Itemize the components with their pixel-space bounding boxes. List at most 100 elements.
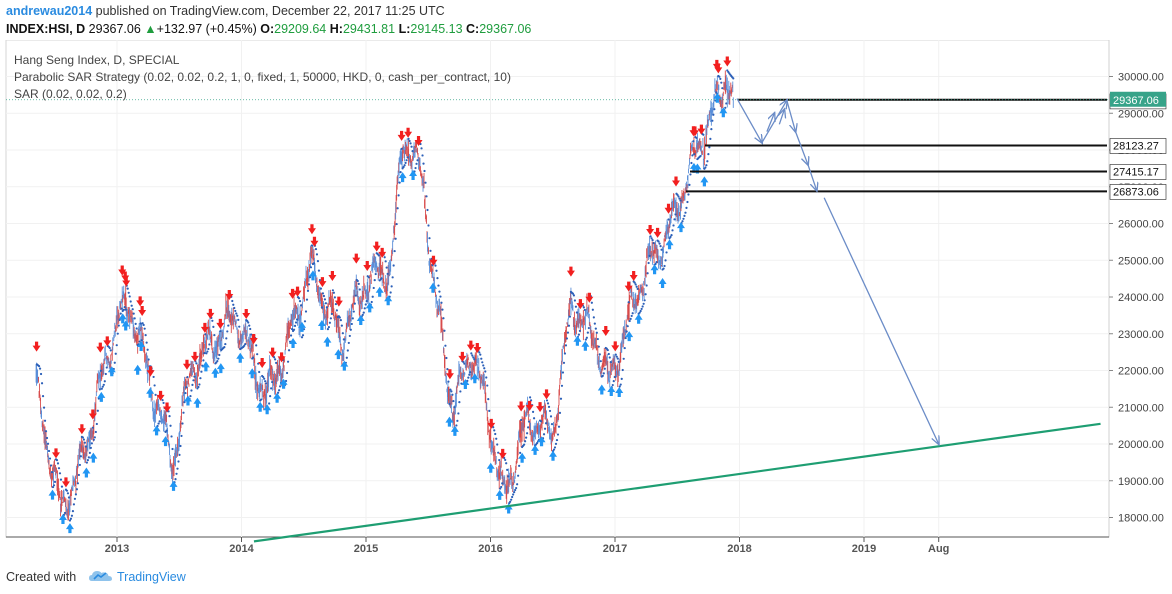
sar-dot <box>77 473 81 477</box>
sar-dot <box>640 307 643 311</box>
sar-dot <box>71 510 75 513</box>
short-entry-arrow-icon <box>672 176 681 187</box>
sar-dot <box>630 314 633 318</box>
tradingview-link[interactable]: TradingView <box>117 570 186 584</box>
legend-sar: SAR (0.02, 0.02, 0.2) <box>14 87 127 101</box>
sar-dot <box>115 344 118 347</box>
sar-dot <box>317 269 321 272</box>
short-entry-arrow-icon <box>242 308 251 319</box>
projection-arrow[interactable] <box>786 100 796 131</box>
x-tick-label: 2018 <box>727 543 751 555</box>
sar-dot <box>601 374 604 377</box>
sar-dot <box>408 139 411 143</box>
sar-dot <box>559 397 563 400</box>
sar-dots <box>35 69 735 522</box>
y-tick-label: 29000.00 <box>1118 108 1164 120</box>
author-link[interactable]: andrewau2014 <box>6 4 93 18</box>
sar-dot <box>108 346 111 350</box>
short-entry-arrow-icon <box>293 286 302 297</box>
sar-dot <box>357 282 360 285</box>
sar-dot <box>520 418 523 422</box>
sar-dot <box>611 383 614 387</box>
plot-area[interactable] <box>5 40 1110 538</box>
short-entry-arrow-icon <box>629 271 638 282</box>
sar-dot <box>598 353 601 356</box>
sar-dot <box>498 458 501 462</box>
sar-dot <box>248 324 251 327</box>
sar-dot <box>275 361 278 364</box>
level-label-box <box>1109 184 1167 200</box>
sar-dot <box>53 480 57 483</box>
sar-dot <box>658 242 661 245</box>
sar-dot <box>555 438 559 442</box>
sar-dot <box>238 325 241 328</box>
legend-strategy: Parabolic SAR Strategy (0.02, 0.02, 0.2,… <box>14 70 511 84</box>
sar-dot <box>438 290 441 293</box>
sar-dot <box>183 401 186 404</box>
short-entry-arrow-icon <box>714 63 723 74</box>
sar-dot <box>688 183 691 186</box>
projection-arrow[interactable] <box>766 113 774 132</box>
sar-dot <box>510 498 513 501</box>
sar-dot <box>591 308 594 311</box>
sar-dot <box>718 75 721 78</box>
close-value: 29367.06 <box>479 22 532 36</box>
long-entry-arrow-icon <box>279 378 288 389</box>
price-chart[interactable]: 18000.00 19000.00 20000.00 21000.00 22000.00… <box>0 40 1172 560</box>
sar-dot <box>635 285 638 288</box>
sar-dot <box>596 337 599 341</box>
short-entry-arrow-icon <box>517 401 526 412</box>
change-up-icon: ▲ <box>144 22 157 36</box>
sar-dot <box>473 358 476 361</box>
sar-dot <box>78 463 81 467</box>
sar-dot <box>38 367 42 370</box>
short-entry-arrow-icon <box>414 136 423 147</box>
sar-dot <box>554 442 558 445</box>
sar-dot <box>129 300 132 303</box>
sar-dot <box>217 357 220 360</box>
tradingview-logo-icon[interactable] <box>88 568 114 584</box>
short-entry-arrow-icon <box>690 126 699 137</box>
sar-dot <box>181 422 184 425</box>
short-entry-arrow-icon <box>318 277 327 288</box>
projection-arrow[interactable] <box>794 131 808 165</box>
sar-dot <box>674 213 677 216</box>
sar-dot <box>371 295 374 298</box>
sar-dot <box>543 427 547 430</box>
short-entry-arrow-icon <box>576 299 585 310</box>
sar-dot <box>326 328 330 331</box>
projection-arrow[interactable] <box>823 197 939 444</box>
short-entry-arrow-icon <box>466 340 475 351</box>
long-entry-arrow-icon <box>97 391 106 402</box>
sar-dot <box>307 283 311 286</box>
projection-arrow[interactable] <box>779 110 784 125</box>
long-entry-arrow-icon <box>137 341 146 352</box>
sar-dot <box>434 264 437 267</box>
sar-dot <box>527 420 531 423</box>
sar-dot <box>459 390 462 393</box>
sar-dot <box>622 357 625 360</box>
short-entry-arrow-icon <box>190 351 199 362</box>
sar-dot <box>597 345 600 348</box>
sar-dot <box>481 361 484 364</box>
sar-dot <box>616 357 619 360</box>
sar-dot <box>556 433 560 436</box>
support-trendline[interactable] <box>253 422 1101 543</box>
short-entry-arrow-icon <box>32 341 41 352</box>
sar-dot <box>45 436 49 440</box>
sar-dot <box>258 370 261 374</box>
sar-dot <box>410 145 413 148</box>
sar-dot <box>211 319 214 322</box>
sar-dot <box>558 411 562 414</box>
sar-dot <box>314 247 318 251</box>
sar-dot <box>627 301 630 304</box>
sar-dot <box>629 317 632 320</box>
sar-dot <box>676 193 679 196</box>
projection-arrow[interactable] <box>807 164 817 191</box>
projection-arrow[interactable] <box>736 98 762 143</box>
sar-dot <box>56 462 60 465</box>
sar-dot <box>250 333 253 336</box>
sar-dot <box>178 453 181 456</box>
sar-dot <box>628 319 631 323</box>
sar-dot <box>485 376 488 379</box>
